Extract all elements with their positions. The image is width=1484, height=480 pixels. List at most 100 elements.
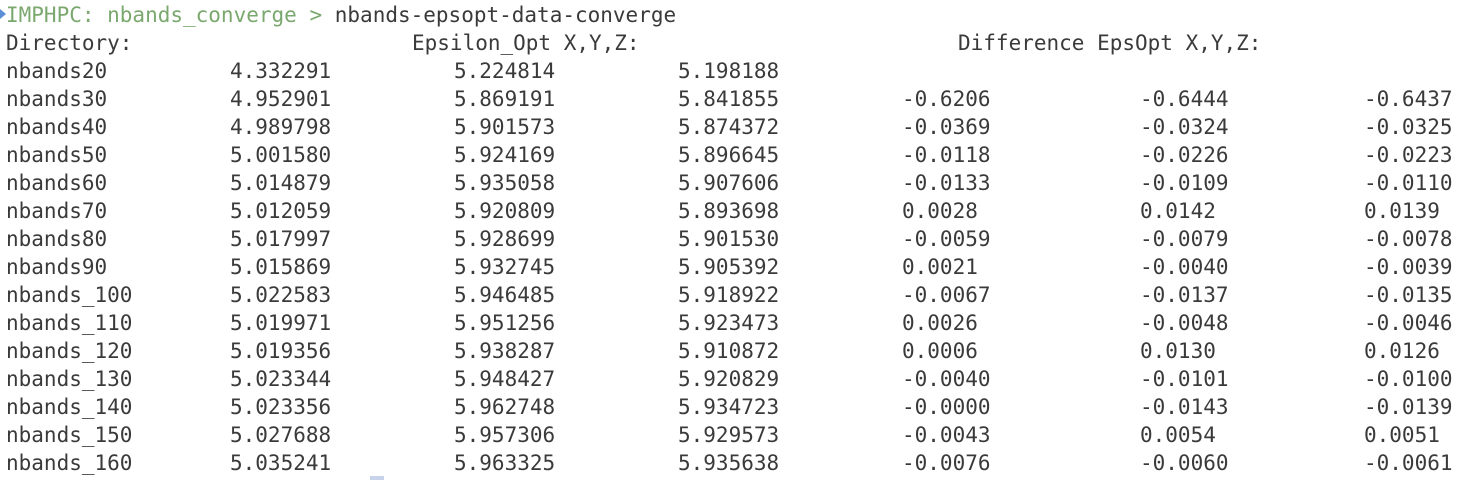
row-eps-x: 4.952901 [230,87,332,111]
row-eps-x: 5.023356 [230,395,332,419]
row-eps-y: 5.946485 [454,283,556,307]
row-diff-y: 0.0054 [1140,423,1216,447]
row-diff-z: -0.0135 [1364,283,1453,307]
row-directory: nbands20 [6,59,108,83]
row-eps-y: 5.901573 [454,115,556,139]
header-directory: Directory: [6,31,133,55]
table-row: nbands80 5.017997 5.928699 5.901530 -0.0059 -… [0,225,1484,253]
row-eps-z: 5.907606 [678,171,780,195]
row-diff-z: -0.0039 [1364,255,1453,279]
row-eps-z: 5.874372 [678,115,780,139]
row-directory: nbands_140 [6,395,133,419]
row-eps-z: 5.893698 [678,199,780,223]
row-directory: nbands50 [6,143,108,167]
row-diff-y: -0.0109 [1140,171,1229,195]
row-eps-x: 5.017997 [230,227,332,251]
row-diff-y: 0.0142 [1140,199,1216,223]
prompt-command: nbands-epsopt-data-converge [334,3,677,27]
row-eps-z: 5.935638 [678,451,780,475]
row-eps-x: 4.332291 [230,59,332,83]
row-eps-x: 5.019356 [230,339,332,363]
row-diff-y: -0.0143 [1140,395,1229,419]
row-directory: nbands_150 [6,423,133,447]
row-eps-x: 5.035241 [230,451,332,475]
row-eps-x: 5.022583 [230,283,332,307]
row-eps-z: 5.905392 [678,255,780,279]
row-diff-x: 0.0021 [902,255,978,279]
row-diff-y: -0.0060 [1140,451,1229,475]
row-diff-z: -0.0223 [1364,143,1453,167]
row-diff-z: -0.0325 [1364,115,1453,139]
row-directory: nbands30 [6,87,108,111]
row-eps-x: 5.014879 [230,171,332,195]
row-eps-y: 5.963325 [454,451,556,475]
row-diff-x: -0.6206 [902,87,991,111]
row-eps-x: 5.012059 [230,199,332,223]
row-directory: nbands_160 [6,451,133,475]
header-difference: Difference EpsOpt X,Y,Z: [958,31,1262,55]
table-row: nbands60 5.014879 5.935058 5.907606 -0.0133 -… [0,169,1484,197]
row-diff-y: -0.0079 [1140,227,1229,251]
row-eps-z: 5.841855 [678,87,780,111]
row-eps-y: 5.935058 [454,171,556,195]
row-eps-x: 5.015869 [230,255,332,279]
row-eps-x: 5.027688 [230,423,332,447]
table-header: Directory: Epsilon_Opt X,Y,Z: Difference… [0,29,1484,57]
row-eps-y: 5.869191 [454,87,556,111]
row-diff-x: 0.0028 [902,199,978,223]
prompt-host: IMPHPC: nbands_converge [6,3,297,27]
row-diff-y: -0.0040 [1140,255,1229,279]
row-diff-x: -0.0040 [902,367,991,391]
row-directory: nbands40 [6,115,108,139]
row-eps-y: 5.951256 [454,311,556,335]
row-directory: nbands_120 [6,339,133,363]
table-row: nbands20 4.332291 5.224814 5.198188 [0,57,1484,85]
table-row: nbands_160 5.035241 5.963325 5.935638 -0.007… [0,449,1484,477]
prompt-separator: > [309,3,323,27]
table-row: nbands50 5.001580 5.924169 5.896645 -0.0118 -… [0,141,1484,169]
row-directory: nbands80 [6,227,108,251]
row-directory: nbands60 [6,171,108,195]
row-diff-x: -0.0369 [902,115,991,139]
row-eps-x: 4.989798 [230,115,332,139]
row-eps-y: 5.962748 [454,395,556,419]
row-diff-x: 0.0026 [902,311,978,335]
row-diff-y: -0.0226 [1140,143,1229,167]
table-row: nbands_140 5.023356 5.962748 5.934723 -0.000… [0,393,1484,421]
row-directory: nbands_110 [6,311,133,335]
row-eps-z: 5.896645 [678,143,780,167]
row-diff-x: -0.0076 [902,451,991,475]
row-eps-y: 5.938287 [454,339,556,363]
table-row: nbands_110 5.019971 5.951256 5.923473 0.0026… [0,309,1484,337]
row-diff-y: -0.0137 [1140,283,1229,307]
row-diff-z: -0.0139 [1364,395,1453,419]
row-eps-y: 5.957306 [454,423,556,447]
row-eps-y: 5.932745 [454,255,556,279]
row-diff-z: -0.0046 [1364,311,1453,335]
row-diff-z: -0.0100 [1364,367,1453,391]
row-eps-y: 5.928699 [454,227,556,251]
row-diff-z: -0.0110 [1364,171,1453,195]
prompt-marker-icon [0,9,6,19]
prompt-text: IMPHPC: nbands_converge > nbands-epsopt-… [6,1,676,29]
row-eps-z: 5.198188 [678,59,780,83]
row-eps-y: 5.224814 [454,59,556,83]
row-eps-y: 5.948427 [454,367,556,391]
row-directory: nbands_100 [6,283,133,307]
table-row: nbands_130 5.023344 5.948427 5.920829 -0.004… [0,365,1484,393]
table-row: nbands30 4.952901 5.869191 5.841855 -0.6206 -… [0,85,1484,113]
row-diff-y: -0.0048 [1140,311,1229,335]
table-row: nbands_150 5.027688 5.957306 5.929573 -0.004… [0,421,1484,449]
row-eps-z: 5.901530 [678,227,780,251]
row-eps-x: 5.001580 [230,143,332,167]
row-directory: nbands_130 [6,367,133,391]
row-diff-z: 0.0051 [1364,423,1440,447]
row-diff-z: -0.0078 [1364,227,1453,251]
row-diff-z: -0.0061 [1364,451,1453,475]
row-diff-y: -0.6444 [1140,87,1229,111]
row-diff-y: -0.0101 [1140,367,1229,391]
row-diff-y: 0.0130 [1140,339,1216,363]
row-eps-z: 5.910872 [678,339,780,363]
row-diff-x: -0.0059 [902,227,991,251]
